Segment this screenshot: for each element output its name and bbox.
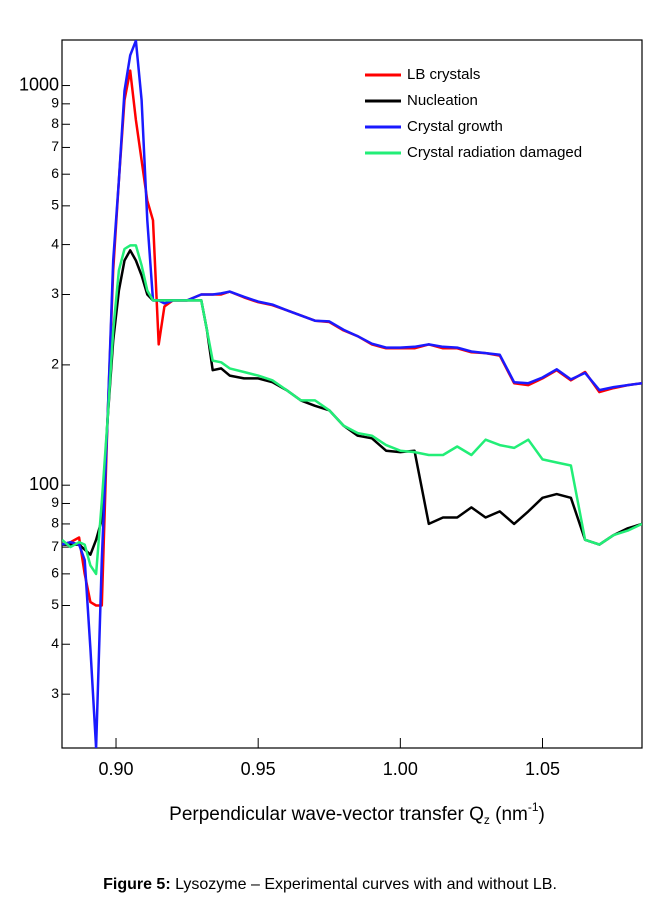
x-label-text: Perpendicular wave-vector transfer Q <box>169 804 484 825</box>
y-tick-label: 100 <box>29 474 59 494</box>
series-line <box>62 40 642 748</box>
y-tick-label: 2 <box>51 356 59 372</box>
y-tick-label: 8 <box>51 115 59 131</box>
y-tick-label: 9 <box>51 494 59 510</box>
x-tick-label: 0.95 <box>241 759 276 779</box>
y-tick-label: 4 <box>51 635 59 651</box>
x-label-subscript: z <box>484 813 490 827</box>
caption: Figure 5: Lysozyme – Experimental curves… <box>103 876 557 893</box>
x-tick-label: 0.90 <box>98 759 133 779</box>
y-tick-label: 5 <box>51 596 59 612</box>
y-tick-label: 3 <box>51 685 59 701</box>
caption-label: Figure 5: <box>103 876 171 893</box>
y-tick-label: 6 <box>51 565 59 581</box>
legend-label: LB crystals <box>407 66 480 83</box>
series-line <box>62 244 642 576</box>
plot-lines <box>62 40 642 748</box>
y-tick-label: 9 <box>51 95 59 111</box>
legend-label: Crystal radiation damaged <box>407 144 582 161</box>
x-label-unit: (nm <box>490 804 528 825</box>
y-tick-label: 6 <box>51 165 59 181</box>
plot-frame <box>61 39 643 749</box>
legend-label: Crystal growth <box>407 118 503 135</box>
x-label-close: ) <box>539 804 545 825</box>
legend-label: Nucleation <box>407 92 478 109</box>
y-tick-label: 8 <box>51 515 59 531</box>
x-axis-label: Perpendicular wave-vector transfer Qz (n… <box>169 800 545 827</box>
y-tick-label: 7 <box>51 538 59 554</box>
y-tick-label: 5 <box>51 197 59 213</box>
y-tick-label: 7 <box>51 138 59 154</box>
x-label-superscript: -1 <box>528 800 539 814</box>
x-tick-label: 1.00 <box>383 759 418 779</box>
y-tick-label: 4 <box>51 235 59 251</box>
y-tick-label: 3 <box>51 285 59 301</box>
caption-text: Lysozyme – Experimental curves with and … <box>171 876 557 893</box>
x-tick-label: 1.05 <box>525 759 560 779</box>
series-line <box>62 249 642 556</box>
y-tick-label: 1000 <box>19 74 59 94</box>
